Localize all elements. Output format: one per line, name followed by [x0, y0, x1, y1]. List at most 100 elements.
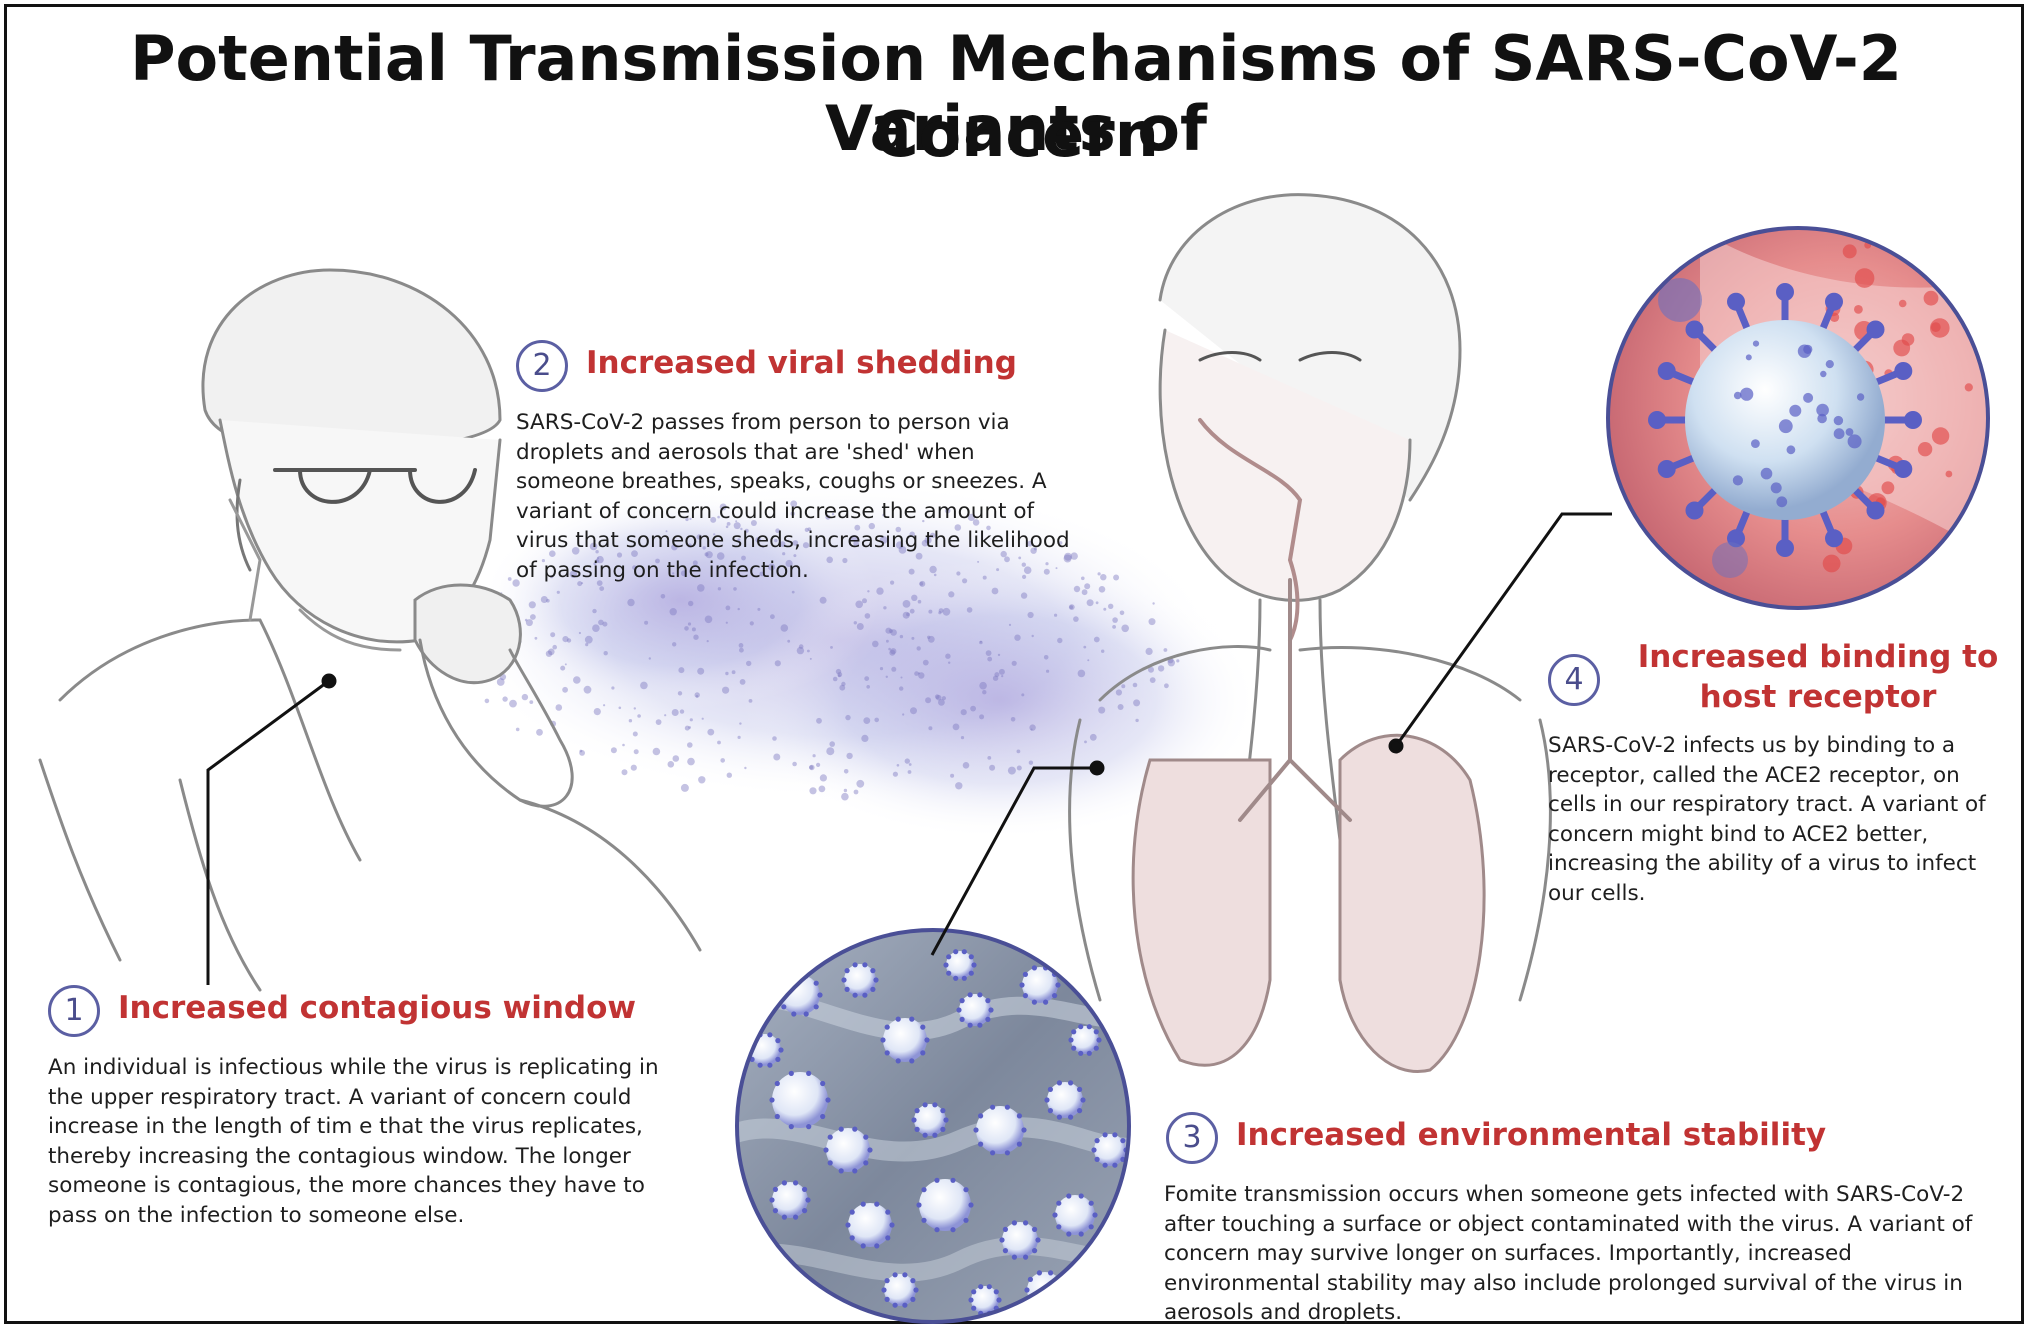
aerosol-droplet	[830, 646, 833, 649]
aerosol-droplet	[809, 764, 815, 771]
aerosol-droplet	[863, 717, 871, 724]
aerosol-droplet	[979, 640, 982, 643]
aerosol-droplet	[919, 581, 924, 586]
aerosol-droplet	[1117, 704, 1124, 710]
aerosol-droplet	[541, 559, 546, 563]
aerosol-droplet	[933, 573, 937, 577]
aerosol-droplet	[1016, 765, 1022, 771]
aerosol-droplet	[762, 545, 765, 548]
aerosol-droplet	[853, 540, 859, 547]
aerosol-droplet	[909, 608, 915, 614]
aerosol-droplet	[922, 659, 929, 666]
surface-virus	[880, 1016, 930, 1064]
aerosol-droplet	[697, 584, 705, 592]
aerosol-droplet	[890, 580, 895, 585]
aerosol-droplet	[618, 706, 622, 710]
leader-lines	[206, 512, 1612, 985]
aerosol-droplet	[556, 590, 560, 594]
aerosol-droplet	[672, 642, 677, 647]
aerosol-droplet	[1028, 760, 1034, 765]
aerosol-droplet	[938, 699, 945, 706]
aerosol-droplet	[1055, 567, 1058, 570]
aerosol-droplet	[595, 550, 599, 554]
aerosol-droplet	[1089, 733, 1097, 741]
aerosol-droplet	[982, 575, 987, 580]
aerosol-droplet	[955, 782, 963, 790]
aerosol-droplet	[550, 575, 554, 579]
aerosol-droplet	[906, 612, 910, 617]
aerosol-droplet	[785, 559, 793, 568]
aerosol-droplet	[672, 572, 675, 575]
aerosol-droplet	[886, 639, 889, 643]
aerosol-droplet	[525, 619, 533, 627]
aerosol-droplet	[867, 590, 870, 593]
callout-contagious-window: 1 Increased contagious window An individ…	[48, 985, 738, 1231]
aerosol-droplet	[717, 740, 721, 745]
aerosol-droplet	[616, 552, 623, 558]
aerosol-droplet	[592, 608, 597, 614]
aerosol-droplet	[809, 657, 812, 660]
aerosol-droplet	[1081, 576, 1085, 581]
aerosol-droplet	[779, 541, 786, 547]
aerosol-droplet	[1098, 706, 1106, 714]
aerosol-droplet	[720, 758, 725, 763]
aerosol-droplet	[550, 632, 556, 638]
aerosol-droplet	[1054, 613, 1058, 617]
aerosol-droplet	[888, 628, 894, 634]
aerosol-droplet	[780, 624, 789, 632]
spike-protein-head	[1825, 292, 1843, 311]
aerosol-droplet	[845, 714, 851, 721]
aerosol-droplet	[685, 517, 689, 522]
aerosol-droplet	[941, 696, 947, 701]
aerosol-droplet	[890, 648, 897, 655]
figure-title-line2: Concern	[873, 98, 1159, 171]
aerosol-droplet	[603, 651, 608, 656]
aerosol-droplet	[564, 663, 567, 666]
aerosol-droplet	[793, 554, 797, 558]
aerosol-droplet	[916, 646, 921, 651]
aerosol-droplet	[684, 626, 689, 631]
aerosol-droplet	[530, 614, 536, 620]
aerosol-droplet	[569, 570, 578, 578]
aerosol-droplet	[861, 734, 869, 743]
aerosol-droplet	[660, 594, 666, 599]
leader-line-3	[930, 766, 1094, 956]
aerosol-droplet	[944, 507, 951, 514]
aerosol-droplet	[819, 774, 828, 782]
aerosol-droplet	[671, 544, 678, 551]
aerosol-droplet	[597, 557, 600, 560]
aerosol-droplet	[737, 538, 741, 542]
aerosol-droplet	[802, 542, 810, 549]
aerosol-droplet	[855, 600, 863, 609]
aerosol-droplet	[1097, 572, 1101, 576]
aerosol-droplet	[1084, 583, 1091, 590]
aerosol-droplet	[697, 667, 705, 675]
aerosol-droplet	[566, 638, 572, 643]
aerosol-droplet	[928, 609, 933, 614]
aerosol-droplet	[687, 757, 695, 766]
aerosol-droplet	[1046, 669, 1050, 673]
aerosol-droplet	[1021, 693, 1025, 697]
aerosol-droplet	[722, 686, 730, 694]
surface-virus	[881, 1272, 919, 1308]
aerosol-droplet	[839, 684, 846, 691]
aerosol-droplet	[687, 742, 693, 748]
aerosol-droplet	[549, 550, 556, 557]
surface-virus	[841, 962, 879, 998]
aerosol-droplet	[1086, 599, 1094, 607]
aerosol-droplet	[1020, 592, 1028, 599]
aerosol-cloud	[460, 480, 1260, 840]
aerosol-droplet	[688, 600, 694, 607]
aerosol-droplet	[992, 675, 999, 681]
aerosol-droplet	[883, 606, 887, 610]
leader-line-1	[206, 681, 327, 985]
aerosol-droplet	[515, 727, 520, 732]
aerosol-droplet	[748, 699, 753, 703]
aerosol-droplet	[1121, 624, 1129, 633]
aerosol-droplet	[770, 614, 775, 620]
aerosol-droplet	[755, 537, 762, 543]
aerosol-droplet	[509, 699, 517, 708]
aerosol-droplet	[560, 665, 566, 671]
aerosol-droplet	[996, 568, 1000, 572]
surface-virus	[1052, 1193, 1098, 1237]
